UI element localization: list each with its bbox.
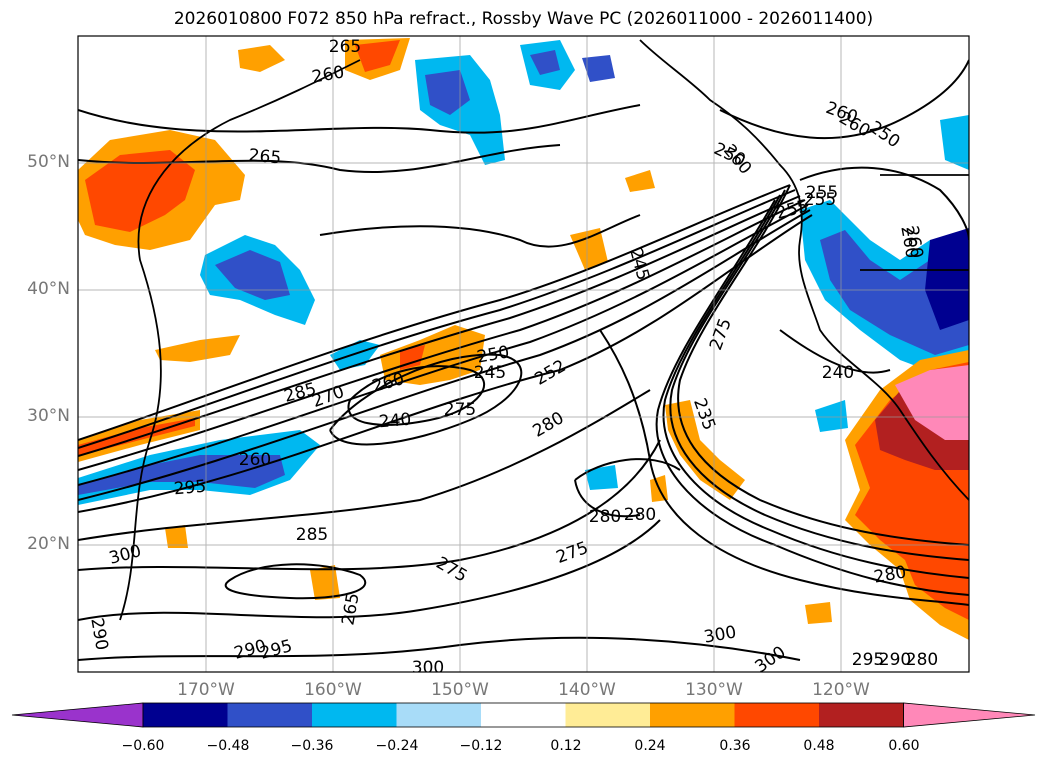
- colorbar-extend-min: [11, 702, 144, 728]
- positive-anomaly-area: [238, 45, 285, 72]
- plot-frame: [77, 35, 970, 673]
- contour-label: 275: [444, 400, 476, 420]
- colorbar: [11, 702, 1036, 728]
- colorbar-tick-label: −0.48: [206, 738, 250, 754]
- colorbar-extend-max: [903, 702, 1036, 728]
- contour-label: 260: [239, 450, 271, 470]
- contour-label: 295: [852, 650, 884, 670]
- positive-anomaly-area: [85, 150, 195, 232]
- lat-label: 30°N: [27, 406, 70, 426]
- colorbar-frame: [142, 702, 904, 728]
- contour-label: 240: [822, 363, 854, 383]
- colorbar-tick-label: 0.12: [550, 738, 582, 754]
- lat-label: 40°N: [27, 279, 70, 299]
- contour-label: 240: [378, 410, 412, 433]
- lon-label: 130°W: [685, 680, 743, 700]
- colorbar-tick-label: 0.60: [888, 738, 920, 754]
- contour-label: 280: [624, 505, 656, 525]
- negative-anomaly-area: [530, 50, 560, 75]
- contour-label: 290: [879, 650, 911, 670]
- positive-anomaly-area: [570, 228, 608, 270]
- contour-label: 255: [804, 190, 836, 210]
- colorbar-swatch: [650, 703, 735, 727]
- contour-label: 280: [906, 650, 938, 670]
- colorbar-tick-label: −0.36: [290, 738, 334, 754]
- lon-label: 170°W: [177, 680, 235, 700]
- coastline-layer: [119, 39, 969, 621]
- contour-label: 285: [296, 525, 328, 545]
- colorbar-tick-label: −0.60: [121, 738, 165, 754]
- contour-label: 265: [248, 146, 282, 169]
- contour-label: 280: [589, 507, 621, 527]
- negative-anomaly-area: [425, 70, 470, 115]
- graticule: [78, 36, 969, 672]
- contour-label: 295: [173, 477, 207, 500]
- positive-anomaly-area: [355, 40, 400, 72]
- colorbar-swatch: [481, 703, 566, 727]
- map-title: 2026010800 F072 850 hPa refract., Rossby…: [173, 9, 874, 29]
- negative-anomaly-area: [815, 400, 848, 432]
- lon-label: 150°W: [431, 680, 489, 700]
- positive-anomaly-area: [165, 525, 188, 548]
- lat-label: 50°N: [27, 152, 70, 172]
- negative-anomaly-area: [582, 55, 615, 82]
- colorbar-tick-label: 0.36: [719, 738, 751, 754]
- colorbar-swatch: [565, 703, 651, 727]
- colorbar-tick-label: −0.24: [375, 738, 419, 754]
- positive-anomaly-area: [665, 400, 745, 500]
- colorbar-swatch: [396, 703, 482, 727]
- contour-label: 265: [329, 37, 361, 57]
- lon-label: 120°W: [812, 680, 870, 700]
- positive-anomaly-area: [625, 170, 655, 192]
- lat-label: 20°N: [27, 534, 70, 554]
- colorbar-swatch: [143, 703, 228, 727]
- colorbar-swatch: [734, 703, 820, 727]
- colorbar-swatch: [312, 703, 397, 727]
- colorbar-swatch: [227, 703, 313, 727]
- colorbar-swatch: [819, 703, 904, 727]
- negative-anomaly-area: [330, 340, 380, 370]
- colorbar-tick-label: −0.12: [459, 738, 503, 754]
- colorbar-tick-label: 0.24: [634, 738, 666, 754]
- contour-label: 300: [412, 658, 444, 678]
- negative-anomaly-area: [78, 455, 285, 495]
- contour-label: 245: [474, 363, 506, 383]
- positive-anomaly-area: [895, 365, 969, 440]
- colorbar-tick-label: 0.48: [803, 738, 835, 754]
- contour-label: 255: [806, 183, 838, 203]
- positive-anomaly-area: [155, 335, 240, 362]
- negative-anomaly-area: [925, 228, 969, 330]
- lon-label: 140°W: [558, 680, 616, 700]
- positive-anomaly-area: [805, 602, 832, 624]
- negative-anomaly-area: [585, 465, 618, 490]
- negative-anomaly-area: [215, 250, 290, 300]
- negative-anomaly-area: [940, 115, 969, 170]
- lon-label: 160°W: [304, 680, 362, 700]
